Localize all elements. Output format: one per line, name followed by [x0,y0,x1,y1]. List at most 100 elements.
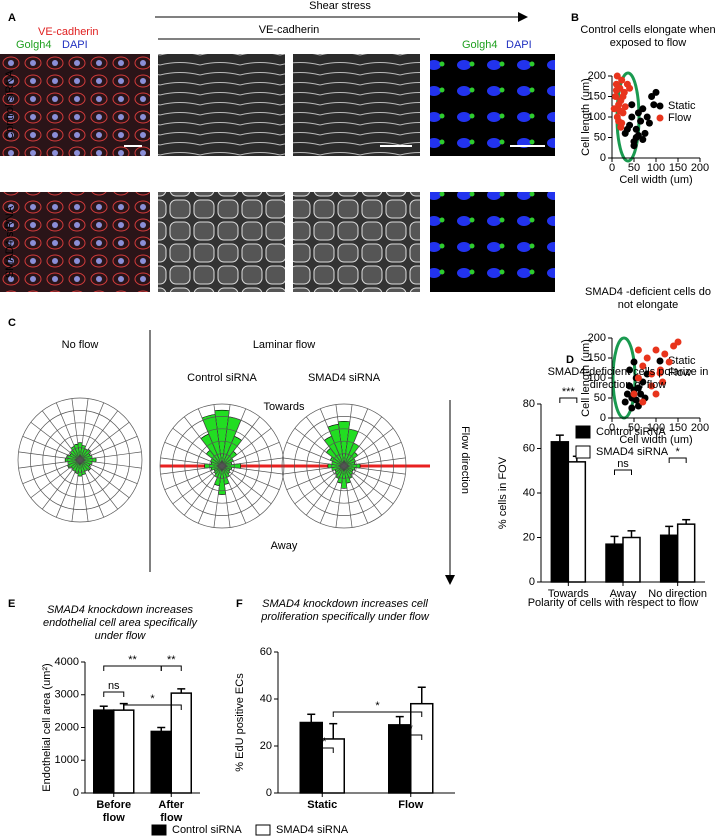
point [643,113,651,121]
y-axis-label: Cell length (um) [580,78,592,156]
grid-spoke [41,459,81,510]
significance-label: ** [167,654,176,666]
chart-title: SMAD4-deficient cells polarize in direct… [547,366,709,391]
y-tick-label: 4000 [55,656,79,668]
point [661,350,669,358]
channel-label: DAPI [62,39,88,51]
significance-bracket [399,734,423,740]
grid-spoke [79,459,138,485]
y-tick-label: 1000 [55,754,79,766]
point [630,358,638,366]
grid-spoke [343,441,402,467]
x-tick-label: 0 [609,162,615,174]
bar [150,730,172,794]
panel-letter: A [8,12,16,24]
grid-spoke [79,398,89,461]
x-tick-label: 200 [691,162,709,174]
point [634,374,642,382]
grid-spoke [164,441,223,467]
y-tick-label: 40 [260,693,272,705]
significance-bracket [332,711,423,717]
grid-ring [172,416,272,516]
grid-spoke [221,457,284,467]
x-tick-label: 100 [647,422,665,434]
x-tick-label: Away [609,588,637,600]
grid-spoke [79,421,130,461]
point [659,378,667,386]
y-tick-label: 60 [523,442,535,454]
grid-spoke [221,441,280,467]
significance-label: ** [128,654,137,666]
grid-spoke [164,465,223,491]
grid-ring [54,434,106,486]
grid-spoke [30,421,81,461]
grid-spoke [41,410,81,461]
point [650,101,658,109]
y-tick-label: 40 [523,487,535,499]
x-tick-label: 100 [647,162,665,174]
y-axis-label: % cells in FOV [497,456,509,529]
grid-spoke [18,451,81,461]
point [618,76,626,84]
grid-spoke [55,459,81,518]
x-tick-label: After flow [158,799,185,824]
bar [676,523,696,583]
x-tick-label: 0 [609,422,615,434]
point [612,86,620,94]
y-tick-label: 0 [529,576,535,588]
y-tick-label: 50 [594,392,606,404]
point [632,396,640,404]
grid-spoke [79,459,89,522]
grid-spoke [343,404,353,467]
point [621,398,629,406]
x-tick-label: 150 [669,162,687,174]
grid-spoke [343,465,406,475]
grid-spoke [343,465,402,491]
point [634,384,642,392]
point [639,105,647,113]
point [648,382,656,390]
micrograph [430,192,555,292]
grid-spoke [294,427,345,467]
legend-swatch [656,369,664,377]
grid-spoke [79,459,119,510]
bar [605,543,624,583]
grid-spoke [221,465,247,524]
y-axis-label: % EdU positive ECs [234,673,246,772]
chart-title: Control cells elongate when exposed to f… [580,24,716,49]
label: Flow direction [459,426,471,494]
grid-spoke [221,465,284,475]
y-tick-label: 80 [523,398,535,410]
grid-spoke [221,465,272,505]
grid-spoke [221,416,261,467]
point [632,134,640,141]
point [610,105,618,113]
grid-spoke [79,451,142,461]
y-tick-label: 100 [588,111,606,123]
point [619,93,627,100]
y-tick-label: 0 [600,152,606,164]
point [674,338,682,346]
grid-spoke [183,465,223,516]
bar [113,709,135,794]
bar [170,692,192,794]
significance-bracket [160,665,182,671]
point [639,398,647,406]
grid-spoke [79,459,130,499]
significance-label: * [150,693,155,705]
grid-spoke [79,435,138,461]
legend-swatch [656,114,664,122]
significance-bracket [123,704,182,710]
point [639,362,647,370]
chart-title: SMAD4 knockdown increases cell prolifera… [261,598,429,623]
point [634,346,642,354]
point [652,390,660,398]
grid-spoke [294,465,345,505]
point [626,366,634,374]
grid-ring [42,422,118,498]
y-tick-label: 0 [600,412,606,424]
grid-spoke [343,457,406,467]
grid-spoke [197,465,223,524]
grid-spoke [305,465,345,516]
